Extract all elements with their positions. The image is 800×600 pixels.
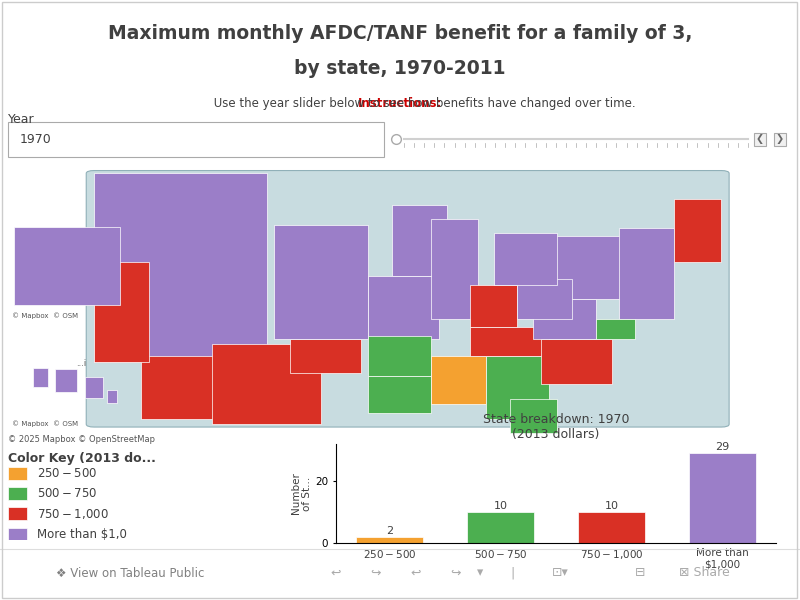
Bar [102, 233, 180, 347]
Title: State breakdown: 1970
(2013 dollars): State breakdown: 1970 (2013 dollars) [482, 413, 630, 442]
Text: 29: 29 [715, 442, 730, 452]
Text: Color Key (2013 do...: Color Key (2013 do... [8, 452, 156, 464]
Bar [8, 467, 27, 479]
Bar [290, 338, 361, 373]
Text: ↪: ↪ [450, 566, 462, 580]
Bar [369, 376, 431, 413]
Text: 10: 10 [605, 501, 618, 511]
Text: Maximum monthly AFDC/TANF benefit for a family of 3,: Maximum monthly AFDC/TANF benefit for a … [108, 24, 692, 43]
Bar [470, 328, 549, 356]
Text: 10: 10 [494, 501, 507, 511]
Text: © Mapbox  © OSM: © Mapbox © OSM [12, 420, 78, 427]
Bar [102, 276, 243, 347]
Bar [619, 227, 674, 319]
Bar [107, 390, 117, 403]
Text: ❖ View on Tableau Public: ❖ View on Tableau Public [56, 566, 204, 580]
Bar [55, 369, 78, 392]
Text: 1970: 1970 [20, 133, 52, 146]
Text: ↩: ↩ [410, 566, 422, 580]
Text: ⊟: ⊟ [634, 566, 646, 580]
Bar [518, 279, 572, 319]
Bar [274, 224, 369, 338]
Bar [212, 344, 322, 424]
Bar [467, 512, 534, 543]
Y-axis label: Number
of St...: Number of St... [291, 473, 313, 514]
Text: ❮: ❮ [756, 134, 764, 145]
Bar [533, 299, 596, 338]
Bar [33, 368, 48, 387]
Bar [486, 356, 549, 419]
Text: Instructions:: Instructions: [358, 97, 442, 110]
Bar [392, 205, 447, 276]
Text: $750 - $1,000: $750 - $1,000 [37, 507, 109, 521]
FancyBboxPatch shape [8, 121, 384, 157]
Text: ▾: ▾ [477, 566, 483, 580]
Text: $500 - $750: $500 - $750 [37, 487, 98, 500]
Bar [8, 487, 27, 500]
Text: ⊡▾: ⊡▾ [552, 566, 568, 580]
Text: © 2025 Mapbox © OpenStreetMap: © 2025 Mapbox © OpenStreetMap [8, 435, 155, 444]
Bar [14, 226, 120, 305]
Bar [369, 276, 439, 338]
FancyBboxPatch shape [86, 170, 729, 427]
Text: Use the year slider below to see how benefits have changed over time.: Use the year slider below to see how ben… [165, 97, 635, 110]
Text: Year: Year [8, 113, 34, 127]
Text: 2: 2 [386, 526, 393, 536]
Text: |: | [510, 566, 514, 580]
Bar [8, 528, 27, 541]
Text: by state, 1970-2011: by state, 1970-2011 [294, 59, 506, 79]
Bar [674, 199, 722, 262]
Bar [369, 336, 431, 376]
Text: ⊠ Share: ⊠ Share [678, 566, 730, 580]
Bar [102, 233, 180, 347]
Bar [94, 262, 149, 361]
Bar [470, 284, 518, 328]
Text: ↪: ↪ [370, 566, 382, 580]
Bar [494, 233, 557, 284]
Text: ↩: ↩ [330, 566, 342, 580]
Text: $250 - $500: $250 - $500 [37, 467, 98, 479]
Bar [431, 219, 478, 319]
Bar [8, 508, 27, 520]
Text: More than $1,0: More than $1,0 [37, 528, 126, 541]
Text: ❯: ❯ [776, 134, 784, 145]
Bar [94, 173, 266, 361]
Bar [596, 319, 635, 338]
Bar [356, 537, 422, 543]
Bar [102, 182, 180, 233]
Bar [180, 182, 243, 276]
Bar [85, 377, 103, 398]
Bar [541, 338, 611, 385]
Bar [141, 356, 219, 419]
Bar [578, 512, 645, 543]
Bar [690, 453, 756, 543]
Bar [533, 236, 643, 299]
Text: ...i: ...i [76, 359, 86, 368]
Text: © Mapbox  © OSM: © Mapbox © OSM [12, 312, 78, 319]
Bar [510, 398, 557, 433]
Bar [431, 356, 486, 404]
